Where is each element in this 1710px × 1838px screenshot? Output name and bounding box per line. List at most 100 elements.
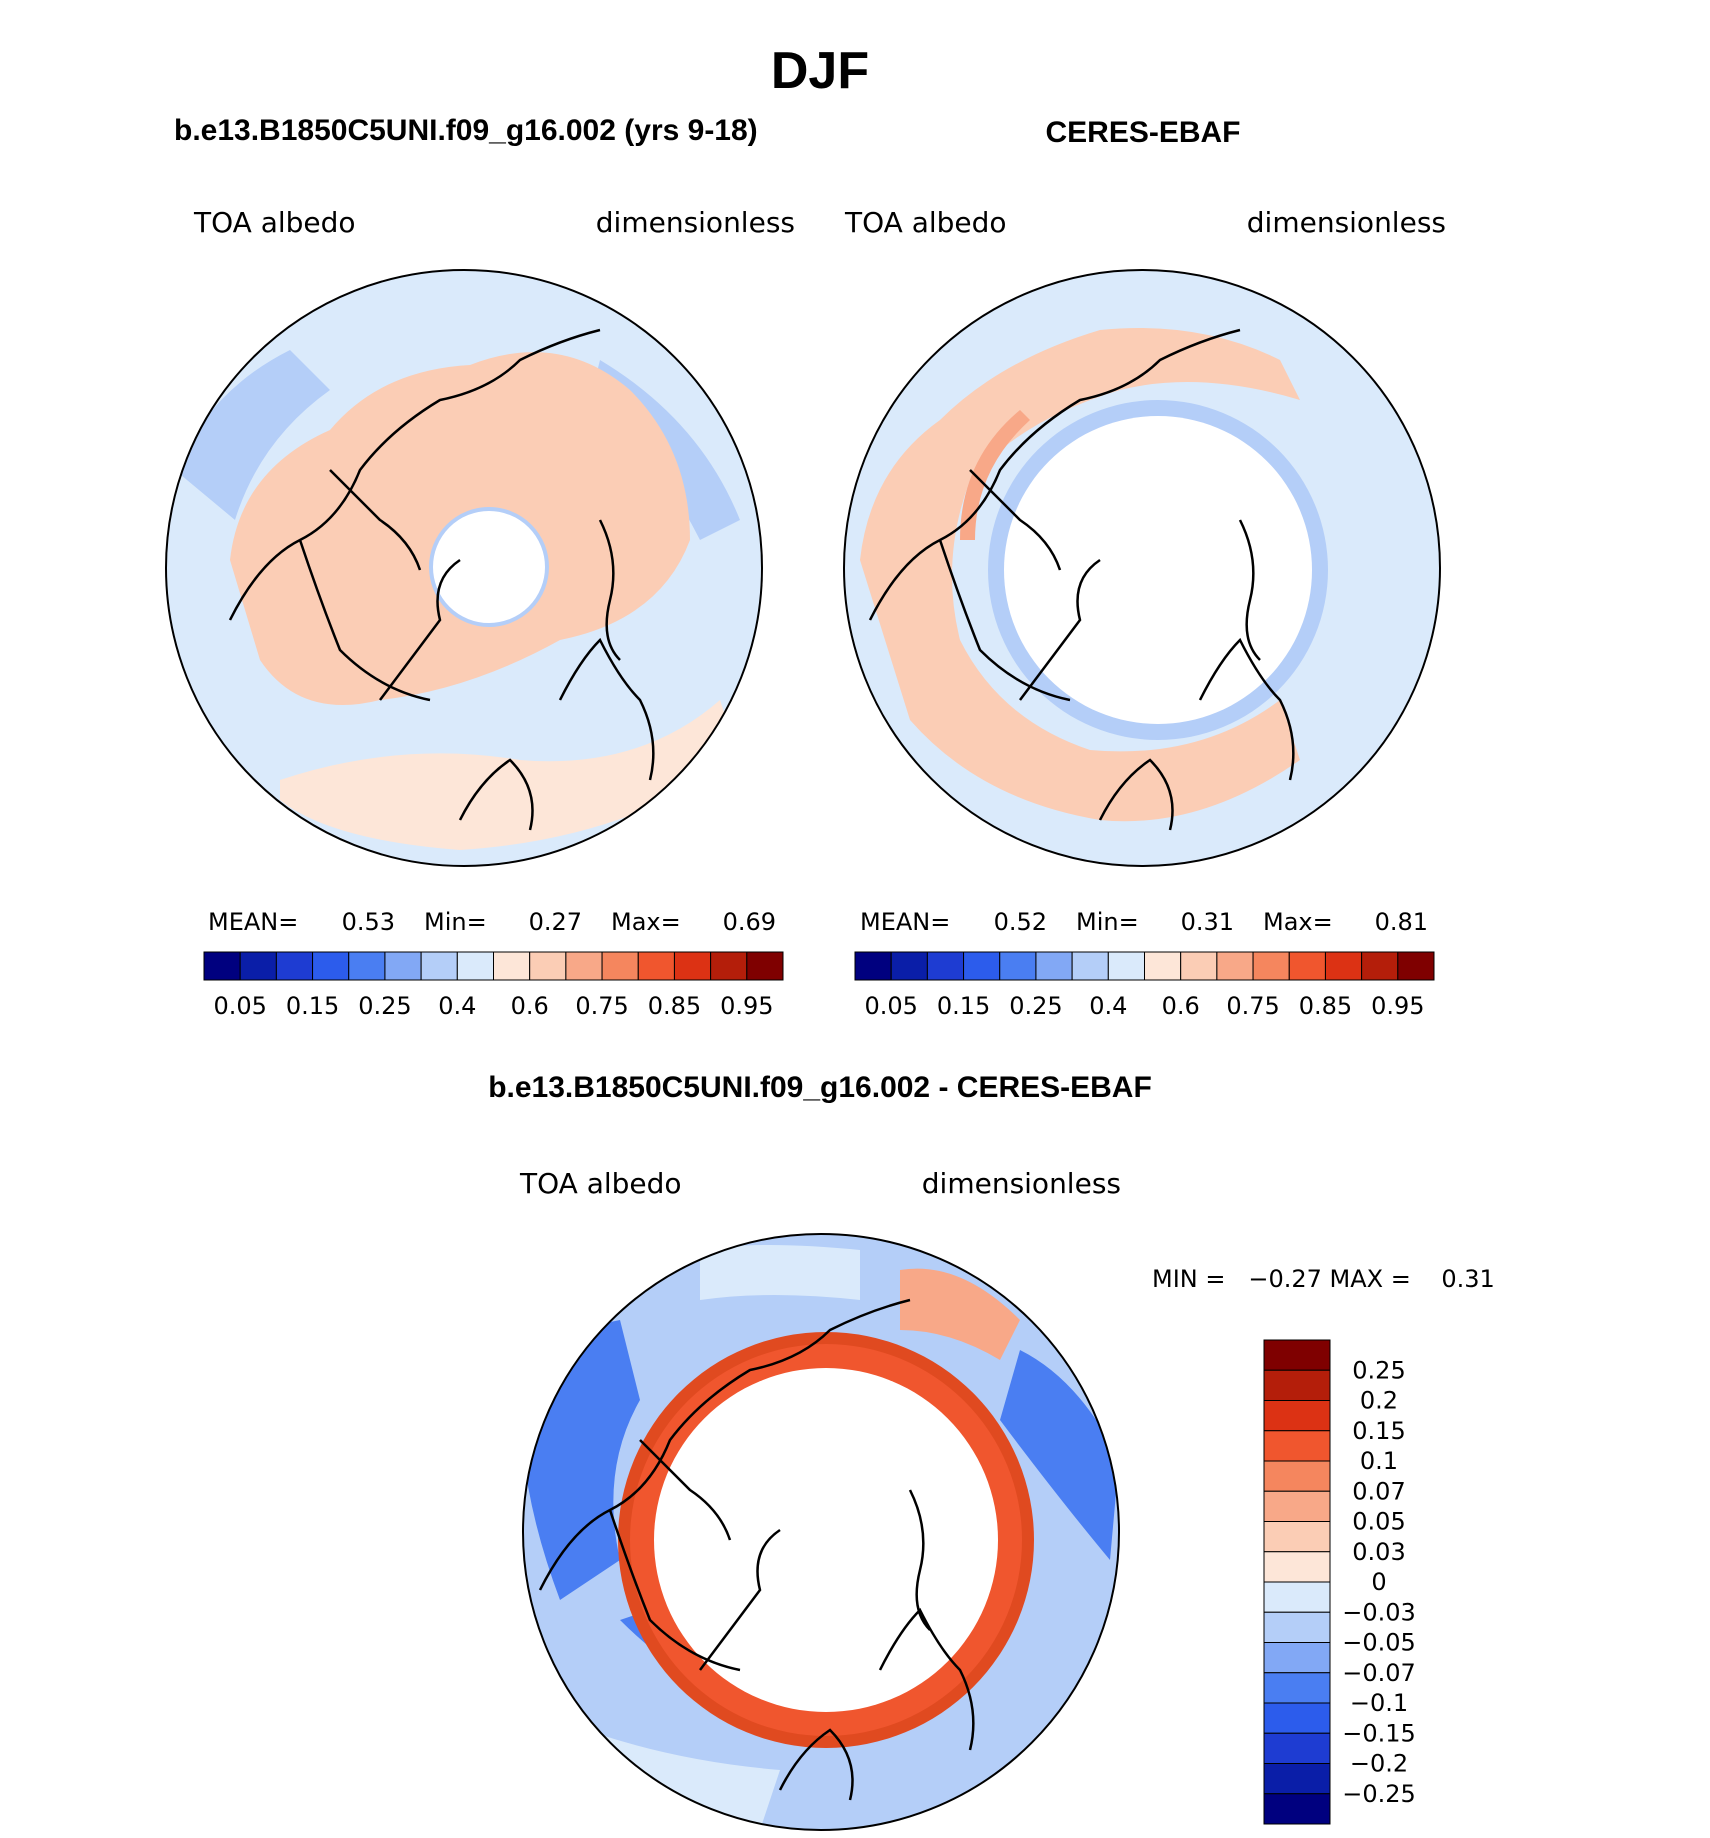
colorbar-model-swatch-12: [637, 951, 675, 981]
colorbar-diff-tick-label-7: 0: [1371, 1568, 1386, 1596]
panel-obs-max-label: Max=: [1263, 908, 1333, 936]
colorbar-diff-swatch-14: [1263, 1763, 1331, 1795]
panel-diff: b.e13.B1850C5UNI.f09_g16.002 - CERES-EBA…: [488, 1071, 1495, 1831]
colorbar-obs-tick-label-4: 0.6: [1162, 992, 1200, 1020]
colorbar-obs-swatch-12: [1288, 951, 1326, 981]
colorbar-diff-swatch-10: [1263, 1642, 1331, 1674]
colorbar-diff-swatch-15: [1263, 1793, 1331, 1825]
colorbar-diff-swatch-1: [1263, 1369, 1331, 1401]
colorbar-obs-tick-label-1: 0.15: [937, 992, 990, 1020]
colorbar-obs-swatch-13: [1324, 951, 1363, 981]
colorbar-obs-swatch-2: [926, 951, 965, 981]
colorbar-model: 0.05 0.15 0.25 0.4 0.6 0.75 0.85 0.95: [203, 951, 784, 1020]
colorbar-model-swatch-14: [710, 951, 748, 981]
panel-model-variable: TOA albedo: [193, 206, 356, 239]
panel-obs-min-label: Min=: [1076, 908, 1139, 936]
colorbar-diff-swatch-9: [1263, 1611, 1331, 1643]
panel-obs-max: 0.81: [1375, 908, 1428, 936]
colorbar-diff-swatch-0: [1263, 1339, 1331, 1371]
map-model-coastlines: [228, 328, 655, 831]
panel-diff-minmax: MIN = −0.27 MAX = 0.31: [1152, 1265, 1495, 1293]
map-diff-coastlines: [538, 1298, 975, 1801]
colorbar-diff-tick-label-5: 0.05: [1352, 1508, 1405, 1536]
panel-obs-units: dimensionless: [1247, 206, 1446, 239]
panel-obs: CERES-EBAF TOA albedo dimensionless MEAN…: [843, 116, 1446, 1020]
colorbar-diff-tick-label-3: 0.1: [1360, 1447, 1398, 1475]
panel-model-max-label: Max=: [611, 908, 681, 936]
colorbar-model-tick-label-6: 0.85: [648, 992, 701, 1020]
colorbar-diff-tick-label-13: −0.2: [1350, 1750, 1408, 1778]
colorbar-obs: 0.05 0.15 0.25 0.4 0.6 0.75 0.85 0.95: [854, 951, 1435, 1020]
colorbar-diff-tick-label-4: 0.07: [1352, 1477, 1405, 1505]
figure-title: DJF: [771, 42, 869, 100]
colorbar-model-swatch-8: [493, 951, 531, 981]
colorbar-model-swatch-1: [239, 951, 277, 981]
colorbar-diff-tick-label-12: −0.15: [1342, 1719, 1416, 1747]
colorbar-model-tick-label-7: 0.95: [720, 992, 773, 1020]
colorbar-diff-tick-label-1: 0.2: [1360, 1387, 1398, 1415]
colorbar-diff-swatch-4: [1263, 1460, 1331, 1492]
map-model: [166, 270, 762, 866]
colorbar-obs-swatch-8: [1144, 951, 1182, 981]
colorbar-diff-tick-label-8: −0.03: [1342, 1598, 1416, 1626]
colorbar-diff-swatch-7: [1263, 1551, 1331, 1583]
colorbar-model-swatch-13: [673, 951, 712, 981]
colorbar-model-swatch-0: [203, 951, 241, 981]
colorbar-diff-tick-label-9: −0.05: [1342, 1629, 1416, 1657]
colorbar-diff-swatch-6: [1263, 1521, 1331, 1553]
colorbar-obs-swatch-11: [1252, 951, 1290, 981]
panel-diff-units: dimensionless: [922, 1167, 1121, 1200]
colorbar-diff-tick-label-2: 0.15: [1352, 1417, 1405, 1445]
colorbar-diff: 0.250.20.150.10.070.050.030−0.03−0.05−0.…: [1263, 1339, 1416, 1825]
colorbar-model-swatch-15: [746, 951, 784, 981]
map-obs-frame: [843, 269, 1441, 867]
colorbar-obs-swatch-0: [854, 951, 892, 981]
colorbar-obs-tick-label-0: 0.05: [864, 992, 917, 1020]
panel-obs-mean-label: MEAN=: [860, 908, 950, 936]
colorbar-model-swatch-7: [456, 951, 494, 981]
panel-model-min-label: Min=: [424, 908, 487, 936]
colorbar-obs-swatch-3: [963, 951, 1001, 981]
colorbar-obs-swatch-15: [1397, 951, 1435, 981]
colorbar-obs-swatch-6: [1071, 951, 1109, 981]
map-obs-pole-hole: [1004, 416, 1312, 724]
panel-model-min: 0.27: [529, 908, 582, 936]
colorbar-diff-swatch-2: [1263, 1400, 1331, 1432]
colorbar-model-tick-label-0: 0.05: [213, 992, 266, 1020]
map-model-frame: [165, 269, 763, 867]
map-obs-land-high-albedo: [860, 328, 1300, 822]
colorbar-obs-tick-label-7: 0.95: [1371, 992, 1424, 1020]
panel-model: b.e13.B1850C5UNI.f09_g16.002 (yrs 9-18) …: [165, 114, 795, 1020]
map-obs: [844, 270, 1440, 866]
panel-obs-variable: TOA albedo: [844, 206, 1007, 239]
colorbar-diff-swatch-11: [1263, 1672, 1331, 1704]
colorbar-obs-tick-label-3: 0.4: [1089, 992, 1127, 1020]
panel-diff-variable: TOA albedo: [519, 1167, 682, 1200]
colorbar-model-swatch-3: [312, 951, 350, 981]
colorbar-model-swatch-5: [384, 951, 422, 981]
map-model-ocean-band: [280, 700, 740, 850]
colorbar-obs-swatch-7: [1107, 951, 1145, 981]
colorbar-diff-swatch-5: [1263, 1490, 1331, 1522]
map-obs-coastlines: [868, 328, 1295, 831]
panel-obs-mean: 0.52: [994, 908, 1047, 936]
colorbar-obs-tick-label-2: 0.25: [1009, 992, 1062, 1020]
colorbar-model-tick-label-1: 0.15: [286, 992, 339, 1020]
colorbar-obs-tick-label-6: 0.85: [1299, 992, 1352, 1020]
colorbar-obs-swatch-10: [1216, 951, 1254, 981]
colorbar-model-tick-label-2: 0.25: [358, 992, 411, 1020]
colorbar-diff-tick-label-11: −0.1: [1350, 1689, 1408, 1717]
colorbar-diff-swatch-8: [1263, 1581, 1331, 1613]
map-diff-positive-patch: [900, 1268, 1020, 1360]
colorbar-model-swatch-2: [275, 951, 314, 981]
colorbar-diff-tick-label-10: −0.07: [1342, 1659, 1416, 1687]
colorbar-obs-swatch-14: [1361, 951, 1399, 981]
colorbar-diff-swatch-12: [1263, 1702, 1331, 1734]
colorbar-obs-swatch-4: [999, 951, 1037, 981]
panel-model-mean-label: MEAN=: [208, 908, 298, 936]
colorbar-diff-tick-label-0: 0.25: [1352, 1356, 1405, 1384]
colorbar-diff-tick-label-6: 0.03: [1352, 1538, 1405, 1566]
panel-model-max: 0.69: [723, 908, 776, 936]
map-diff-frame: [522, 1233, 1120, 1831]
